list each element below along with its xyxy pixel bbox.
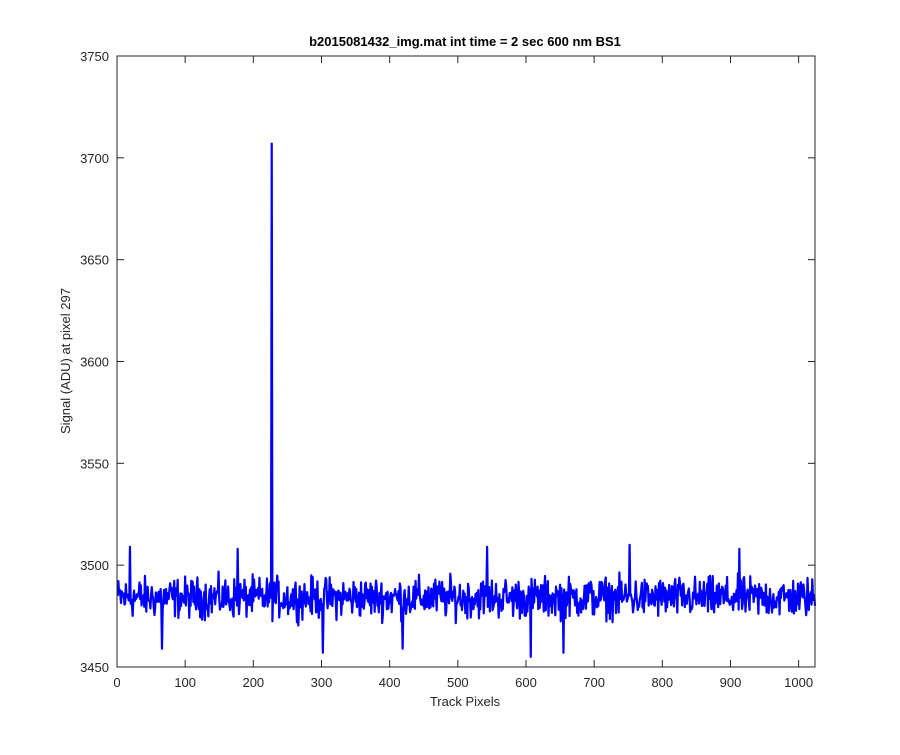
x-tick-label: 500	[447, 675, 469, 690]
y-tick-label: 3650	[80, 253, 109, 268]
x-tick-label: 800	[651, 675, 673, 690]
y-tick-label: 3600	[80, 355, 109, 370]
x-axis-label: Track Pixels	[430, 694, 501, 709]
plot-area	[116, 142, 817, 658]
axes: 0 100 200 300 400 500 600 700 800 900 1000 3450 3500…	[80, 49, 816, 690]
x-tick-label: 1000	[784, 675, 813, 690]
chart-title: b2015081432_img.mat int time = 2 sec 600…	[309, 34, 621, 49]
y-tick-label: 3550	[80, 456, 109, 471]
x-tick-label: 0	[113, 675, 120, 690]
y-tick-label: 3500	[80, 558, 109, 573]
y-tick-label: 3450	[80, 660, 109, 675]
x-tick-label: 300	[311, 675, 333, 690]
y-tick-label: 3700	[80, 151, 109, 166]
y-tick-label: 3750	[80, 49, 109, 64]
x-tick-label: 400	[379, 675, 401, 690]
x-tick-label: 600	[515, 675, 537, 690]
x-tick-label: 900	[720, 675, 742, 690]
x-tick-label: 700	[583, 675, 605, 690]
series-line	[116, 142, 817, 658]
x-tick-label: 100	[174, 675, 196, 690]
y-axis-label: Signal (ADU) at pixel 297	[58, 288, 73, 434]
x-tick-label: 200	[242, 675, 264, 690]
